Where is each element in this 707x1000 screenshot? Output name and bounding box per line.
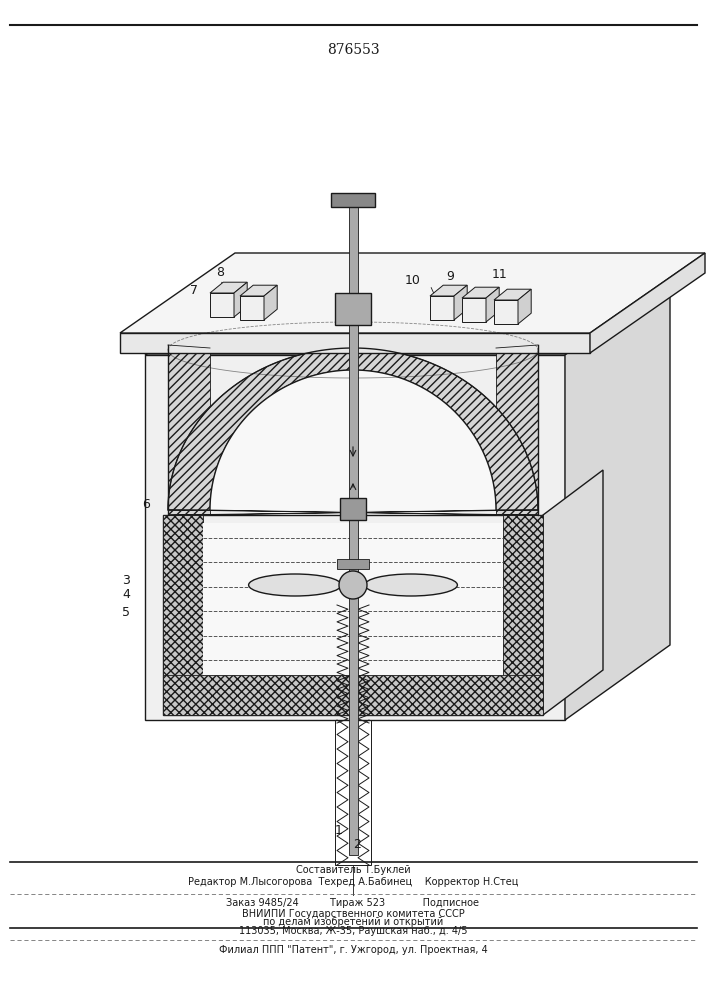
Polygon shape bbox=[543, 470, 603, 715]
Text: 5: 5 bbox=[122, 605, 130, 618]
Polygon shape bbox=[264, 285, 277, 320]
Polygon shape bbox=[120, 253, 705, 333]
Ellipse shape bbox=[365, 574, 457, 596]
Polygon shape bbox=[145, 280, 670, 355]
Polygon shape bbox=[486, 287, 499, 322]
Text: 8: 8 bbox=[216, 266, 224, 279]
Polygon shape bbox=[462, 298, 486, 322]
Bar bbox=[168, 345, 210, 515]
Polygon shape bbox=[168, 510, 538, 515]
Text: 4: 4 bbox=[122, 588, 130, 601]
Text: 3: 3 bbox=[122, 574, 130, 586]
Text: 2: 2 bbox=[353, 838, 361, 852]
Text: Филиал ППП "Патент", г. Ужгород, ул. Проектная, 4: Филиал ППП "Патент", г. Ужгород, ул. Про… bbox=[218, 945, 487, 955]
Polygon shape bbox=[462, 287, 499, 298]
Bar bbox=[335, 720, 371, 865]
Text: ВНИИПИ Государственного комитета СССР: ВНИИПИ Государственного комитета СССР bbox=[242, 909, 464, 919]
Text: 7: 7 bbox=[190, 284, 198, 296]
Polygon shape bbox=[210, 370, 496, 510]
Polygon shape bbox=[168, 348, 538, 510]
Polygon shape bbox=[565, 280, 670, 720]
Polygon shape bbox=[240, 285, 277, 296]
Text: 10: 10 bbox=[405, 273, 421, 286]
Polygon shape bbox=[145, 355, 565, 720]
Text: Заказ 9485/24          Тираж 523            Подписное: Заказ 9485/24 Тираж 523 Подписное bbox=[226, 898, 479, 908]
Bar bbox=[340, 498, 366, 520]
Bar bbox=[163, 515, 543, 715]
Text: Составитель Т.Буклей: Составитель Т.Буклей bbox=[296, 865, 410, 875]
Polygon shape bbox=[210, 293, 234, 317]
Polygon shape bbox=[494, 289, 531, 300]
Polygon shape bbox=[518, 289, 531, 324]
Bar bbox=[335, 293, 371, 325]
Text: 11: 11 bbox=[492, 268, 508, 282]
Text: 9: 9 bbox=[446, 270, 454, 284]
Polygon shape bbox=[430, 285, 467, 296]
Circle shape bbox=[339, 571, 367, 599]
Text: 6: 6 bbox=[142, 498, 150, 512]
Polygon shape bbox=[168, 510, 538, 515]
Polygon shape bbox=[454, 285, 467, 320]
Polygon shape bbox=[430, 296, 454, 320]
Text: по делам изобретений и открытий: по делам изобретений и открытий bbox=[263, 917, 443, 927]
Polygon shape bbox=[590, 253, 705, 353]
Bar bbox=[503, 515, 543, 715]
Polygon shape bbox=[120, 333, 590, 353]
Bar bbox=[496, 345, 538, 515]
Bar bbox=[331, 193, 375, 207]
Bar bbox=[163, 675, 543, 715]
Bar bbox=[349, 193, 358, 855]
Polygon shape bbox=[240, 296, 264, 320]
Bar bbox=[337, 559, 369, 569]
Text: 876553: 876553 bbox=[327, 43, 380, 57]
Bar bbox=[163, 515, 203, 715]
Ellipse shape bbox=[249, 574, 341, 596]
Polygon shape bbox=[494, 300, 518, 324]
Text: Редактор М.Лысогорова  Техред А.Бабинец    Корректор Н.Стец: Редактор М.Лысогорова Техред А.Бабинец К… bbox=[188, 877, 518, 887]
Polygon shape bbox=[210, 282, 247, 293]
Text: 113035, Москва, Ж-35, Раушская наб., д. 4/5: 113035, Москва, Ж-35, Раушская наб., д. … bbox=[239, 926, 467, 936]
Polygon shape bbox=[234, 282, 247, 317]
Bar bbox=[203, 523, 503, 675]
Text: 1: 1 bbox=[335, 824, 343, 836]
